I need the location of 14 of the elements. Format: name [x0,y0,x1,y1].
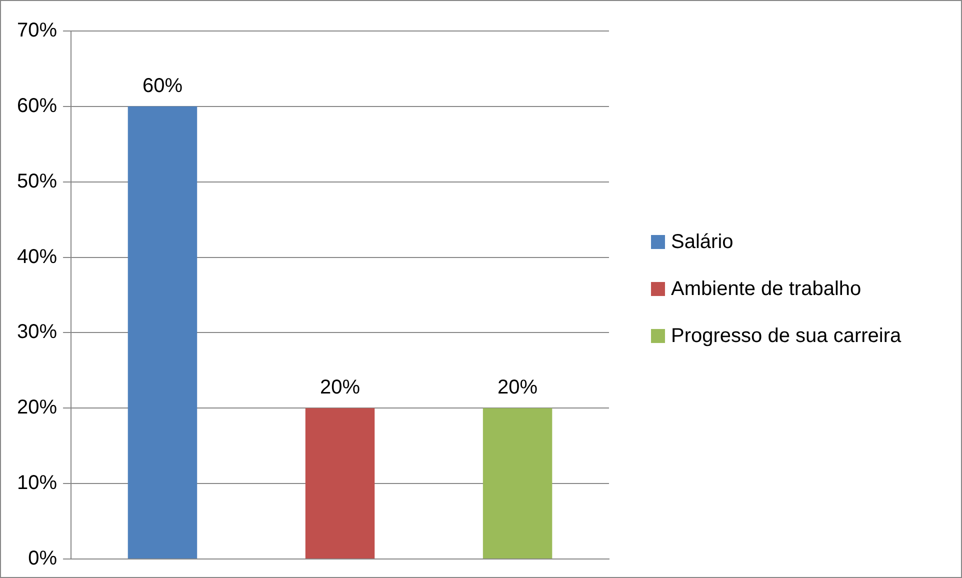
y-tick-label: 50% [17,170,58,192]
y-tick-label: 70% [17,20,58,42]
legend-label: Progresso de sua carreira [671,324,902,348]
legend-label: Ambiente de trabalho [671,278,862,300]
data-label: 20% [320,376,360,399]
y-tick-label: 20% [17,396,58,419]
y-tick-label: 60% [17,94,58,117]
y-tick-label: 40% [17,246,58,268]
y-tick-label: 10% [17,472,58,494]
data-label: 20% [498,376,538,399]
y-tick-label: 0% [28,548,58,570]
data-label: 60% [142,74,183,97]
y-tick-label: 30% [17,321,58,344]
legend-label: Salário [671,230,734,254]
